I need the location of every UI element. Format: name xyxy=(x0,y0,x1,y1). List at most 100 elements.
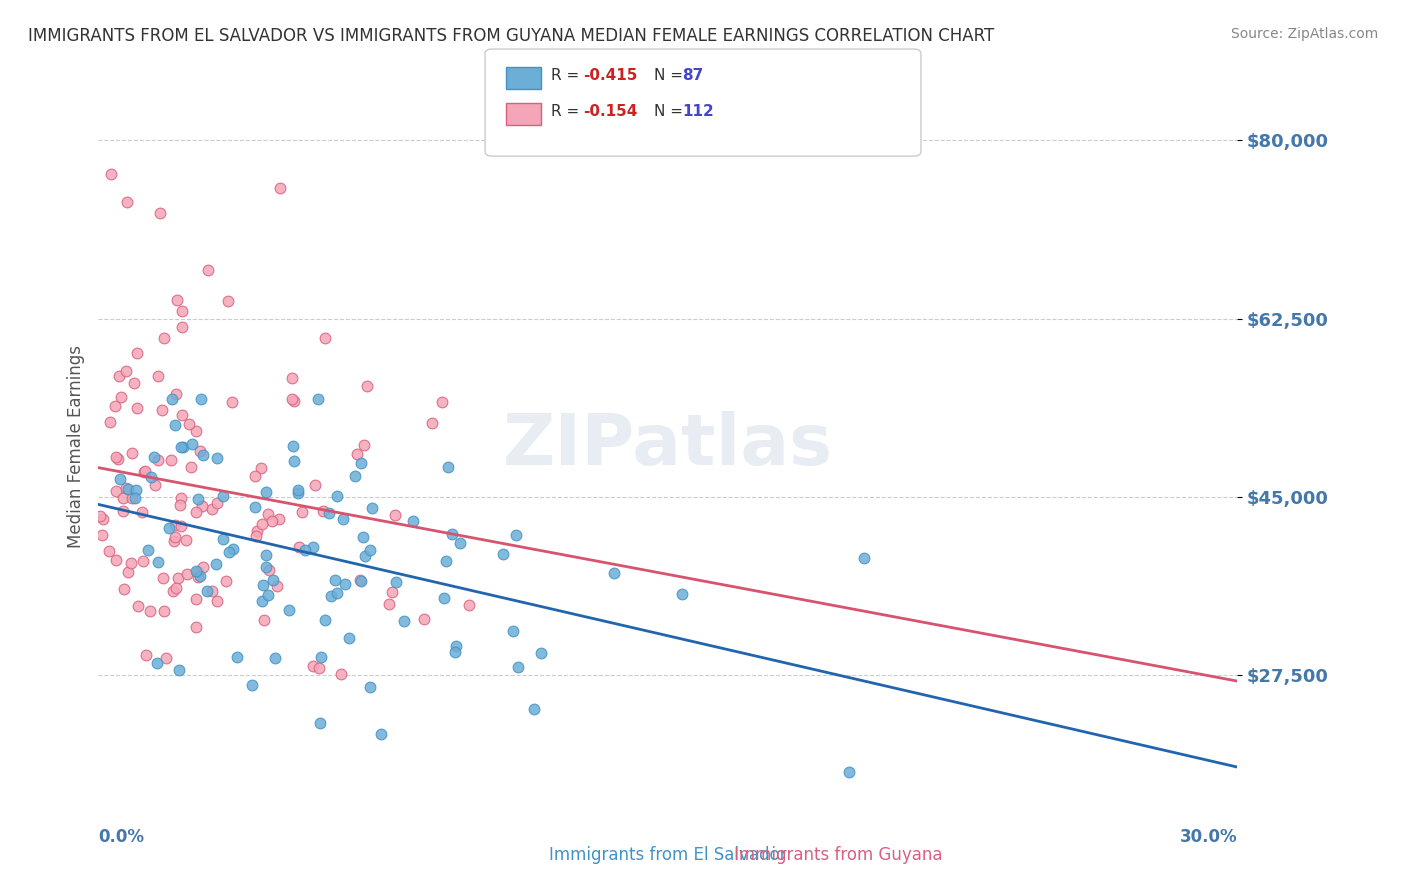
Point xyxy=(283,438,305,452)
Point xyxy=(165,518,187,533)
Point xyxy=(115,194,138,209)
Point xyxy=(105,553,128,567)
Point xyxy=(195,584,218,599)
Point xyxy=(323,573,346,587)
Point xyxy=(269,181,291,195)
Text: N =: N = xyxy=(654,104,688,119)
Point xyxy=(150,403,173,417)
Point xyxy=(215,574,238,588)
Point xyxy=(155,650,177,665)
Point xyxy=(250,594,273,608)
Point xyxy=(127,599,149,614)
Point xyxy=(122,376,145,391)
Point xyxy=(108,472,131,486)
Point xyxy=(359,543,381,558)
Point xyxy=(131,505,153,519)
Point xyxy=(217,294,239,309)
Point xyxy=(318,506,340,520)
Point xyxy=(430,395,453,409)
Point xyxy=(226,649,249,664)
Point xyxy=(91,512,114,526)
Point xyxy=(170,319,193,334)
Point xyxy=(205,594,228,608)
Point xyxy=(221,395,243,409)
Point xyxy=(170,440,193,454)
Point xyxy=(180,437,202,451)
Point xyxy=(245,469,267,483)
Point xyxy=(125,346,148,360)
Point xyxy=(172,440,194,454)
Point xyxy=(352,530,374,544)
Point xyxy=(104,399,127,413)
Point xyxy=(222,541,245,556)
Point xyxy=(354,549,377,563)
Point xyxy=(187,566,209,580)
Point xyxy=(112,504,135,518)
Point xyxy=(350,456,373,470)
Point xyxy=(152,604,174,618)
Point xyxy=(146,656,169,670)
Point xyxy=(139,604,162,618)
Point xyxy=(163,534,186,549)
Point xyxy=(163,417,186,432)
Point xyxy=(603,566,626,580)
Point xyxy=(177,417,200,431)
Point xyxy=(266,579,288,593)
Point xyxy=(287,485,309,500)
Point xyxy=(326,586,349,600)
Text: Immigrants from El Salvador: Immigrants from El Salvador xyxy=(550,846,786,863)
Point xyxy=(152,331,174,345)
Point xyxy=(165,530,187,544)
Point xyxy=(135,648,157,663)
Point xyxy=(110,390,132,404)
Point xyxy=(132,465,155,479)
Point xyxy=(308,661,330,675)
Point xyxy=(301,659,323,673)
Point xyxy=(184,564,207,578)
Point xyxy=(262,573,284,587)
Point xyxy=(218,545,240,559)
Point xyxy=(853,551,876,566)
Point xyxy=(243,500,266,515)
Point xyxy=(139,469,162,483)
Point xyxy=(350,574,373,589)
Point xyxy=(166,571,188,585)
Point xyxy=(378,597,401,611)
Point xyxy=(257,588,280,602)
Point xyxy=(253,613,276,627)
Point xyxy=(207,496,229,510)
Point xyxy=(152,571,174,585)
Point xyxy=(301,540,323,554)
Point xyxy=(307,392,329,406)
Text: IMMIGRANTS FROM EL SALVADOR VS IMMIGRANTS FROM GUYANA MEDIAN FEMALE EARNINGS COR: IMMIGRANTS FROM EL SALVADOR VS IMMIGRANT… xyxy=(28,27,994,45)
Point xyxy=(170,408,193,422)
Point xyxy=(149,206,172,220)
Point xyxy=(188,568,211,582)
Point xyxy=(134,464,156,478)
Point xyxy=(420,416,443,430)
Point xyxy=(146,453,169,467)
Point xyxy=(370,727,392,741)
Point xyxy=(346,447,368,461)
Text: R =: R = xyxy=(551,69,585,83)
Point xyxy=(146,368,169,383)
Point xyxy=(167,663,190,677)
Point xyxy=(184,505,207,519)
Point xyxy=(117,482,139,496)
Point xyxy=(283,393,305,408)
Point xyxy=(443,645,465,659)
Point xyxy=(314,331,336,345)
Text: N =: N = xyxy=(654,69,688,83)
Point xyxy=(117,565,139,579)
Point xyxy=(326,489,349,503)
Point xyxy=(121,491,143,505)
Point xyxy=(120,556,142,570)
Point xyxy=(89,508,111,523)
Point xyxy=(143,450,166,465)
Point xyxy=(506,660,529,674)
Point xyxy=(121,446,143,460)
Point xyxy=(205,557,228,571)
Point xyxy=(160,392,183,406)
Point xyxy=(332,511,354,525)
Text: -0.415: -0.415 xyxy=(583,69,638,83)
